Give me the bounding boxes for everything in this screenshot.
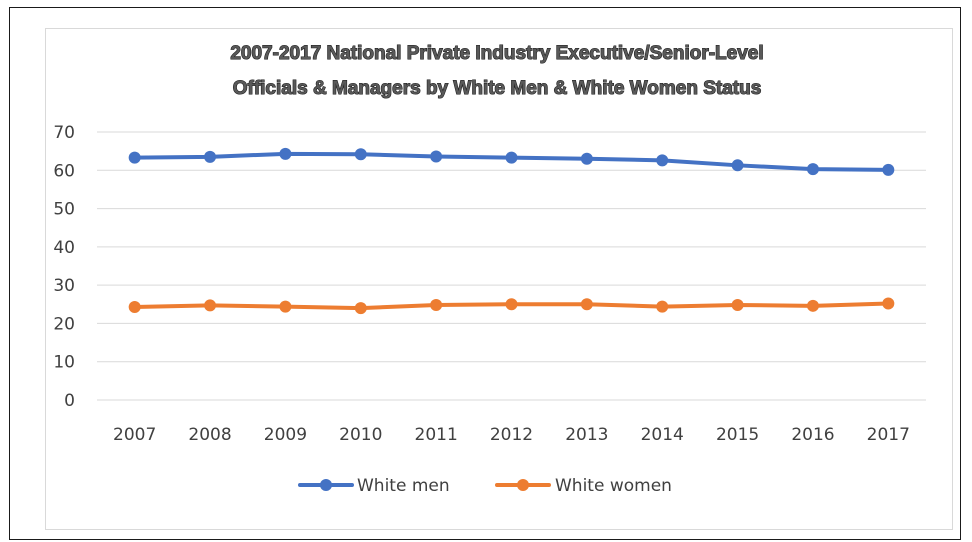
x-tick-label: 2011 <box>415 425 458 445</box>
chart-frame <box>9 7 961 540</box>
series-white-men <box>128 147 895 176</box>
data-point <box>279 147 292 160</box>
x-tick-label: 2016 <box>791 425 834 445</box>
series-white-women <box>128 297 895 315</box>
x-axis-ticks: 2007 2008 2009 2010 2011 2012 2013 2014 2015 2016… <box>113 425 910 445</box>
series-lines <box>128 147 895 315</box>
data-point <box>279 300 292 313</box>
y-tick-label: 20 <box>53 314 75 334</box>
data-point <box>882 163 895 176</box>
y-axis-ticks: 0 10 20 30 40 50 60 70 <box>53 123 75 411</box>
legend-item-white-women: White women <box>495 476 672 496</box>
x-tick-label: 2010 <box>339 425 382 445</box>
data-point <box>204 299 217 312</box>
y-tick-label: 30 <box>53 276 75 296</box>
y-tick-label: 70 <box>53 123 75 143</box>
x-tick-label: 2007 <box>113 425 156 445</box>
data-point <box>430 299 443 312</box>
data-point <box>656 154 669 167</box>
data-point <box>806 163 819 176</box>
data-point <box>128 300 141 313</box>
data-point <box>580 298 593 311</box>
data-point <box>505 298 518 311</box>
data-point <box>806 299 819 312</box>
y-tick-label: 60 <box>53 161 75 181</box>
x-tick-label: 2013 <box>565 425 608 445</box>
grid-lines <box>97 131 926 401</box>
data-point <box>204 150 217 163</box>
chart-title-line-1: 2007-2017 National Private Industry Exec… <box>230 43 763 64</box>
data-point <box>882 297 895 310</box>
data-point <box>656 300 669 313</box>
x-tick-label: 2017 <box>867 425 910 445</box>
x-tick-label: 2012 <box>490 425 533 445</box>
chart-title-line-2: Officials & Managers by White Men & Whit… <box>233 78 762 99</box>
legend-swatch-marker <box>517 479 529 491</box>
y-tick-label: 0 <box>64 391 75 411</box>
data-point <box>731 299 744 312</box>
data-point <box>580 152 593 165</box>
y-tick-label: 50 <box>53 200 75 220</box>
legend-item-white-men: White men <box>298 476 450 496</box>
data-point <box>128 151 141 164</box>
chart-area <box>45 28 953 530</box>
chart-title: 2007-2017 National Private Industry Exec… <box>230 42 764 99</box>
y-tick-label: 10 <box>53 353 75 373</box>
legend: White men White women <box>298 476 672 496</box>
x-tick-label: 2009 <box>264 425 307 445</box>
data-point <box>430 150 443 163</box>
data-point <box>354 302 367 315</box>
y-tick-label: 40 <box>53 238 75 258</box>
x-tick-label: 2015 <box>716 425 759 445</box>
data-point <box>354 148 367 161</box>
data-point <box>505 151 518 164</box>
legend-label: White women <box>555 476 672 496</box>
x-tick-label: 2014 <box>641 425 684 445</box>
legend-label: White men <box>357 476 450 496</box>
data-point <box>731 159 744 172</box>
x-tick-label: 2008 <box>188 425 231 445</box>
legend-swatch-marker <box>320 479 332 491</box>
